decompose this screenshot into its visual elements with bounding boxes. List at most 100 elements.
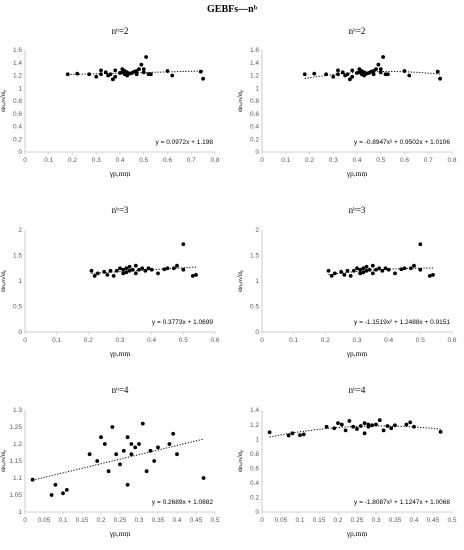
data-point	[331, 74, 336, 79]
x-axis-label: γp,mṃ	[109, 349, 131, 358]
data-point	[431, 272, 435, 277]
data-point	[336, 72, 340, 77]
chart-panel-1: nᵇ=2 0 0.1 0.2 0.3 0.4 0.5 0.6 0.7 0.8 0 0.2 0.4 0.6 0…	[0, 26, 220, 178]
data-point	[381, 55, 386, 59]
y-tick-label: 0.4	[250, 480, 259, 487]
data-point	[332, 426, 337, 431]
data-point	[347, 77, 352, 82]
data-point	[198, 69, 203, 74]
y-tick-label: 0.6	[13, 111, 22, 118]
data-point	[108, 268, 113, 273]
data-point	[286, 433, 291, 438]
y-axis-label: αₙₒₘ/αᵧ	[0, 450, 8, 472]
data-point	[399, 267, 404, 272]
trendline-equation: y = 0.2689x + 1.0882	[152, 499, 213, 506]
data-point	[65, 72, 70, 77]
data-point	[121, 271, 126, 276]
x-tick-label: 0.1	[58, 517, 67, 524]
data-point	[148, 448, 153, 453]
data-point	[393, 423, 397, 428]
data-point	[99, 72, 103, 77]
data-point	[94, 74, 99, 79]
y-tick-label: 0	[255, 329, 259, 336]
data-point	[95, 459, 100, 463]
data-point	[324, 72, 329, 77]
data-point	[438, 76, 443, 81]
trendline	[328, 267, 433, 276]
data-point	[146, 266, 151, 271]
x-tick-label: 0.15	[313, 517, 326, 524]
data-point	[376, 62, 381, 67]
data-point	[99, 435, 103, 440]
x-tick-label: 0.25	[351, 517, 364, 524]
x-tick-label: 0	[260, 337, 264, 344]
data-point	[385, 72, 390, 77]
data-point	[380, 268, 385, 273]
data-point	[371, 72, 376, 77]
x-tick-label: 0.05	[275, 517, 288, 524]
x-axis-label: γp,mṃ	[346, 529, 368, 538]
x-tick-label: 0.3	[92, 157, 101, 164]
data-point	[408, 266, 413, 271]
x-tick-label: 0.3	[371, 517, 380, 524]
y-tick-label: 0.8	[250, 451, 259, 458]
data-point	[102, 269, 107, 274]
data-point	[167, 442, 172, 446]
data-point	[343, 428, 348, 433]
y-tick-label: 1	[18, 509, 22, 516]
data-point	[61, 491, 65, 496]
y-tick-label: 1.25	[9, 424, 22, 431]
data-point	[378, 67, 383, 72]
data-point	[329, 274, 334, 278]
trendline-equation: y = 0.0972x + 1.198	[156, 139, 214, 146]
x-tick-label: 0.3	[329, 157, 338, 164]
chart-panel-3: nᵇ=3 0 0.1 0.2 0.3 0.4 0.5 0.6 0 0.5 1 1.5 2 γp,mṃ αₙ…	[0, 205, 220, 358]
x-tick-label: 0.45	[427, 517, 440, 524]
chart-title: nᵇ=3	[349, 205, 366, 215]
y-tick-label: 0	[255, 149, 259, 156]
x-tick-label: 0.8	[447, 157, 456, 164]
x-tick-label: 0.35	[389, 517, 402, 524]
x-tick-label: 0.5	[139, 157, 148, 164]
data-point	[125, 435, 130, 440]
data-point	[393, 271, 397, 276]
data-point	[348, 274, 353, 278]
data-point	[127, 264, 132, 269]
x-tick-label: 0.2	[305, 157, 314, 164]
data-point	[139, 62, 144, 67]
data-point	[152, 459, 157, 463]
data-point	[351, 268, 356, 273]
x-tick-label: 0.5	[416, 337, 425, 344]
data-point	[389, 426, 394, 431]
data-point	[121, 267, 126, 272]
data-point	[358, 271, 363, 276]
trendline	[32, 438, 204, 481]
data-point	[301, 432, 306, 437]
x-tick-label: 0.8	[210, 157, 219, 164]
x-tick-label: 0.45	[190, 517, 203, 524]
data-point	[64, 488, 69, 492]
x-tick-label: 0.1	[44, 157, 53, 164]
data-point	[175, 263, 179, 268]
data-point	[129, 442, 134, 446]
x-tick-label: 0.15	[76, 517, 89, 524]
x-tick-label: 0.25	[114, 517, 127, 524]
x-tick-label: 0.5	[447, 517, 456, 524]
x-tick-label: 0	[23, 517, 27, 524]
figure-title: GEBFs—nᵇ	[207, 4, 257, 15]
data-point	[105, 272, 110, 277]
y-tick-label: 1	[255, 278, 259, 285]
data-point	[137, 267, 141, 272]
data-point	[377, 266, 382, 271]
y-axis-label: αₙₒₘ/αᵧ	[0, 90, 8, 112]
x-tick-label: 0.6	[400, 157, 409, 164]
data-point	[339, 422, 344, 427]
data-point	[361, 266, 366, 271]
y-tick-label: 0.5	[250, 304, 259, 311]
data-point	[92, 274, 97, 278]
x-tick-label: 0.4	[172, 517, 181, 524]
x-tick-label: 0.3	[352, 337, 361, 344]
data-point	[358, 267, 363, 272]
data-point	[355, 427, 359, 431]
